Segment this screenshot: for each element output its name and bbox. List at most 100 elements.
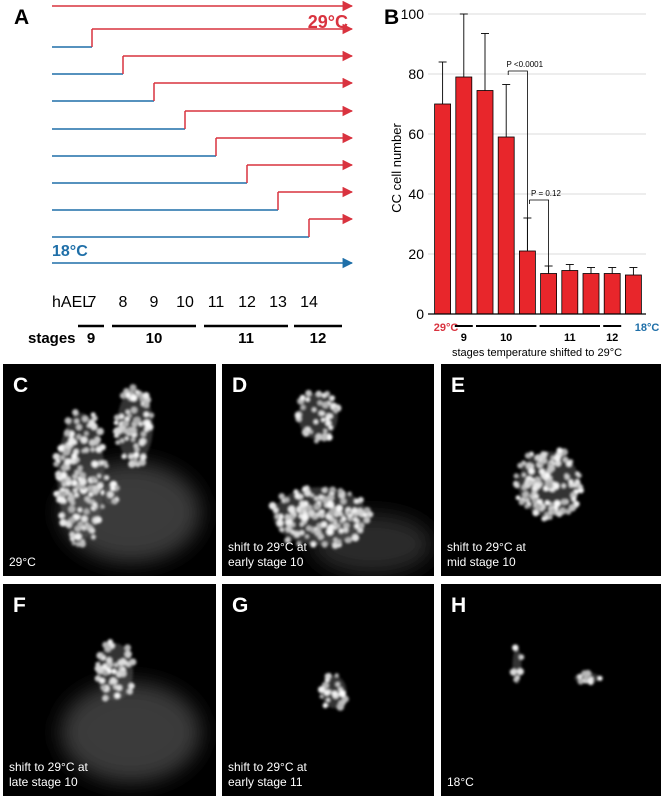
nucleus [140, 453, 147, 461]
nucleus [334, 673, 339, 678]
hour-label: 13 [269, 294, 287, 311]
nucleus [314, 528, 322, 537]
nucleus [284, 497, 290, 503]
stage-group-label: 12 [606, 332, 618, 344]
nucleus [94, 436, 101, 443]
nucleus [64, 458, 72, 466]
nucleus [515, 495, 521, 500]
micrograph-background [441, 584, 661, 796]
nucleus [319, 512, 325, 519]
nucleus [325, 419, 332, 427]
nucleus [548, 501, 554, 507]
stage-label: 11 [238, 330, 254, 347]
nucleus [129, 658, 137, 666]
nucleus [89, 527, 96, 534]
nucleus [325, 416, 330, 422]
nucleus [329, 486, 336, 493]
nucleus [55, 470, 62, 478]
bar [603, 273, 621, 315]
nucleus [59, 519, 67, 527]
cell-cluster [509, 644, 525, 684]
nucleus [331, 690, 338, 697]
nucleus [148, 412, 155, 418]
nucleus [556, 447, 563, 454]
nucleus [274, 513, 281, 520]
stage-label: 12 [310, 330, 327, 347]
nucleus [337, 511, 343, 516]
temp-high-label: 29°C [308, 12, 348, 32]
nucleus [95, 516, 102, 524]
cell-cluster [513, 447, 584, 522]
nucleus [553, 454, 561, 462]
nucleus [315, 390, 323, 398]
nucleus [104, 475, 110, 481]
nucleus [63, 429, 71, 437]
y-tick-labels: 0 20 40 60 80 100 [401, 6, 425, 322]
nucleus [106, 491, 114, 499]
stage-label: 10 [146, 330, 163, 347]
y-tick-label: 40 [408, 186, 424, 202]
nucleus [74, 525, 81, 533]
nucleus [77, 465, 83, 471]
nucleus [309, 493, 315, 498]
nucleus [351, 533, 360, 542]
nucleus [544, 472, 551, 479]
nucleus [523, 490, 529, 497]
nucleus [287, 505, 296, 514]
nucleus [516, 668, 524, 676]
micrograph-caption: 29°C [9, 555, 36, 569]
nucleus [126, 688, 133, 695]
nucleus [322, 702, 328, 709]
nucleus [83, 447, 90, 453]
bar [582, 273, 600, 315]
nucleus [104, 463, 109, 469]
micrograph-caption: late stage 10 [9, 775, 78, 789]
y-tick-label: 100 [401, 6, 425, 22]
micrograph-letter: G [232, 594, 248, 617]
nucleus [321, 401, 329, 409]
nucleus [538, 461, 544, 467]
nucleus [79, 472, 87, 479]
nucleus [323, 486, 328, 492]
nucleus [284, 536, 291, 544]
nucleus [321, 392, 327, 398]
nucleus [134, 452, 139, 457]
nucleus [541, 458, 548, 464]
cell-cluster [113, 384, 155, 468]
nucleus [588, 676, 594, 682]
nucleus [91, 460, 98, 468]
nucleus [509, 668, 517, 676]
nucleus [106, 657, 113, 664]
nucleus [129, 384, 137, 392]
nucleus [96, 473, 102, 479]
stage-group-label: 9 [461, 332, 467, 344]
nucleus [547, 514, 553, 520]
nucleus [73, 418, 80, 424]
stage-group-label: 10 [500, 332, 512, 344]
cell-cluster [294, 389, 342, 444]
p-value-label: P <0.0001 [507, 60, 544, 69]
nucleus [547, 464, 556, 472]
nucleus [578, 484, 584, 490]
nucleus [128, 453, 135, 460]
nucleus [124, 392, 131, 399]
nucleus [294, 413, 301, 419]
nucleus [121, 659, 128, 666]
nucleus [109, 677, 117, 684]
nucleus [343, 522, 350, 529]
nucleus [102, 695, 109, 702]
panel-b-letter: B [384, 6, 399, 29]
nucleus [130, 394, 138, 402]
nucleus [94, 664, 102, 672]
stages-axis-label: stages [28, 330, 76, 347]
nucleus [79, 478, 87, 486]
nucleus [358, 509, 365, 516]
nucleus [341, 516, 347, 522]
tissue-haze [60, 682, 201, 783]
nucleus [329, 395, 335, 401]
nucleus [304, 489, 312, 497]
nucleus [81, 485, 86, 490]
